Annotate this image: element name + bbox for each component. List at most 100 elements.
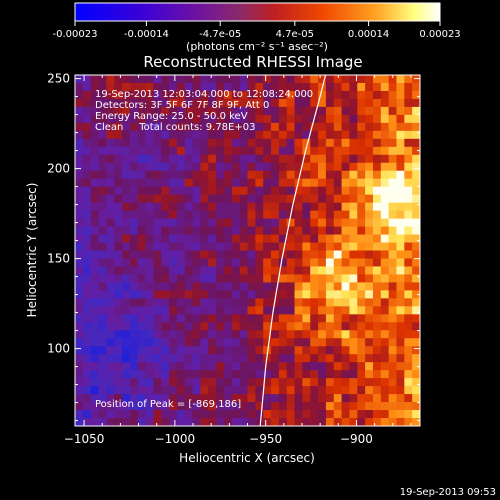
heatmap-cell <box>278 330 288 339</box>
heatmap-cell <box>286 362 296 371</box>
heatmap-cell <box>404 75 413 84</box>
heatmap-cell <box>247 394 256 403</box>
info-total-counts: Clean Total counts: 9.78E+03 <box>95 122 255 133</box>
heatmap-cell <box>137 290 147 299</box>
heatmap-cell <box>153 282 162 291</box>
heatmap-cell <box>129 394 139 403</box>
heatmap-cell <box>365 202 374 212</box>
colorbar-tick-label: 0.00023 <box>419 29 460 40</box>
heatmap-cell <box>302 218 311 228</box>
heatmap-cell <box>333 258 343 268</box>
heatmap-cell <box>357 266 366 276</box>
heatmap-cell <box>396 218 405 228</box>
heatmap-cell <box>380 162 390 172</box>
heatmap-cell <box>372 394 382 403</box>
heatmap-cell <box>404 322 413 331</box>
heatmap-cell <box>404 290 413 299</box>
heatmap-cell <box>380 146 390 156</box>
heatmap-cell <box>114 162 123 172</box>
heatmap-cell <box>208 114 217 124</box>
heatmap-cell <box>98 402 107 411</box>
heatmap-cell <box>263 210 272 220</box>
heatmap-cell <box>310 218 319 228</box>
heatmap-cell <box>192 250 202 260</box>
heatmap-cell <box>333 154 343 164</box>
heatmap-cell <box>247 266 256 276</box>
heatmap-cell <box>137 418 147 426</box>
heatmap-cell <box>129 82 139 92</box>
heatmap-cell <box>294 338 303 347</box>
heatmap-cell <box>318 306 327 315</box>
heatmap-cell <box>255 202 264 212</box>
heatmap-cell <box>145 234 155 244</box>
heatmap-cell <box>263 274 272 284</box>
heatmap-cell <box>231 130 241 140</box>
heatmap-cell <box>263 98 272 108</box>
heatmap-cell <box>412 266 420 276</box>
heatmap-cell <box>388 394 398 403</box>
heatmap-cell <box>98 306 107 315</box>
heatmap-cell <box>216 370 225 379</box>
heatmap-cell <box>192 402 202 411</box>
heatmap-cell <box>82 106 92 116</box>
heatmap-cell <box>341 370 351 379</box>
heatmap-cell <box>176 154 186 164</box>
heatmap-cell <box>161 306 170 315</box>
heatmap-cell <box>404 242 413 252</box>
heatmap-cell <box>106 410 115 419</box>
heatmap-cell <box>286 154 296 164</box>
heatmap-cell <box>208 362 217 371</box>
heatmap-cell <box>372 122 382 132</box>
heatmap-cell <box>176 274 186 284</box>
heatmap-cell <box>184 82 194 92</box>
heatmap-cell <box>129 346 139 355</box>
heatmap-cell <box>192 354 202 363</box>
heatmap-cell <box>161 98 170 108</box>
heatmap-cell <box>302 362 311 371</box>
heatmap-cell <box>271 370 280 379</box>
heatmap-cell <box>153 362 162 371</box>
heatmap-cell <box>349 130 358 140</box>
heatmap-cell <box>412 290 420 299</box>
heatmap-cell <box>129 298 139 307</box>
heatmap-cell <box>263 306 272 315</box>
heatmap-cell <box>310 234 319 244</box>
heatmap-cell <box>278 106 288 116</box>
x-tick-label: −900 <box>340 432 373 446</box>
heatmap-cell <box>271 282 280 291</box>
heatmap-cell <box>153 75 162 84</box>
heatmap-cell <box>208 370 217 379</box>
heatmap-cell <box>129 178 139 188</box>
heatmap-cell <box>98 122 107 132</box>
heatmap-cell <box>161 330 170 339</box>
heatmap-cell <box>388 250 398 260</box>
heatmap-cell <box>278 98 288 108</box>
heatmap-cell <box>239 114 249 124</box>
heatmap-cell <box>129 186 139 196</box>
heatmap-cell <box>271 170 280 180</box>
heatmap-cell <box>255 114 264 124</box>
heatmap-cell <box>412 410 420 419</box>
heatmap-cell <box>341 138 351 148</box>
heatmap-cell <box>192 266 202 276</box>
heatmap-cell <box>357 98 366 108</box>
heatmap-cell <box>286 186 296 196</box>
heatmap-cell <box>247 418 256 426</box>
heatmap-cell <box>247 154 256 164</box>
heatmap-cell <box>318 298 327 307</box>
heatmap-cell <box>286 202 296 212</box>
heatmap-cell <box>396 418 405 426</box>
heatmap-cell <box>247 322 256 331</box>
heatmap-cell <box>388 122 398 132</box>
heatmap-cell <box>349 194 358 204</box>
heatmap-cell <box>255 170 264 180</box>
heatmap-cell <box>98 130 107 140</box>
heatmap-cell <box>223 330 233 339</box>
heatmap-cell <box>114 202 123 212</box>
heatmap-cell <box>357 378 366 387</box>
heatmap-cell <box>153 210 162 220</box>
heatmap-cell <box>137 266 147 276</box>
heatmap-cell <box>114 250 123 260</box>
heatmap-cell <box>231 402 241 411</box>
heatmap-cell <box>365 170 374 180</box>
